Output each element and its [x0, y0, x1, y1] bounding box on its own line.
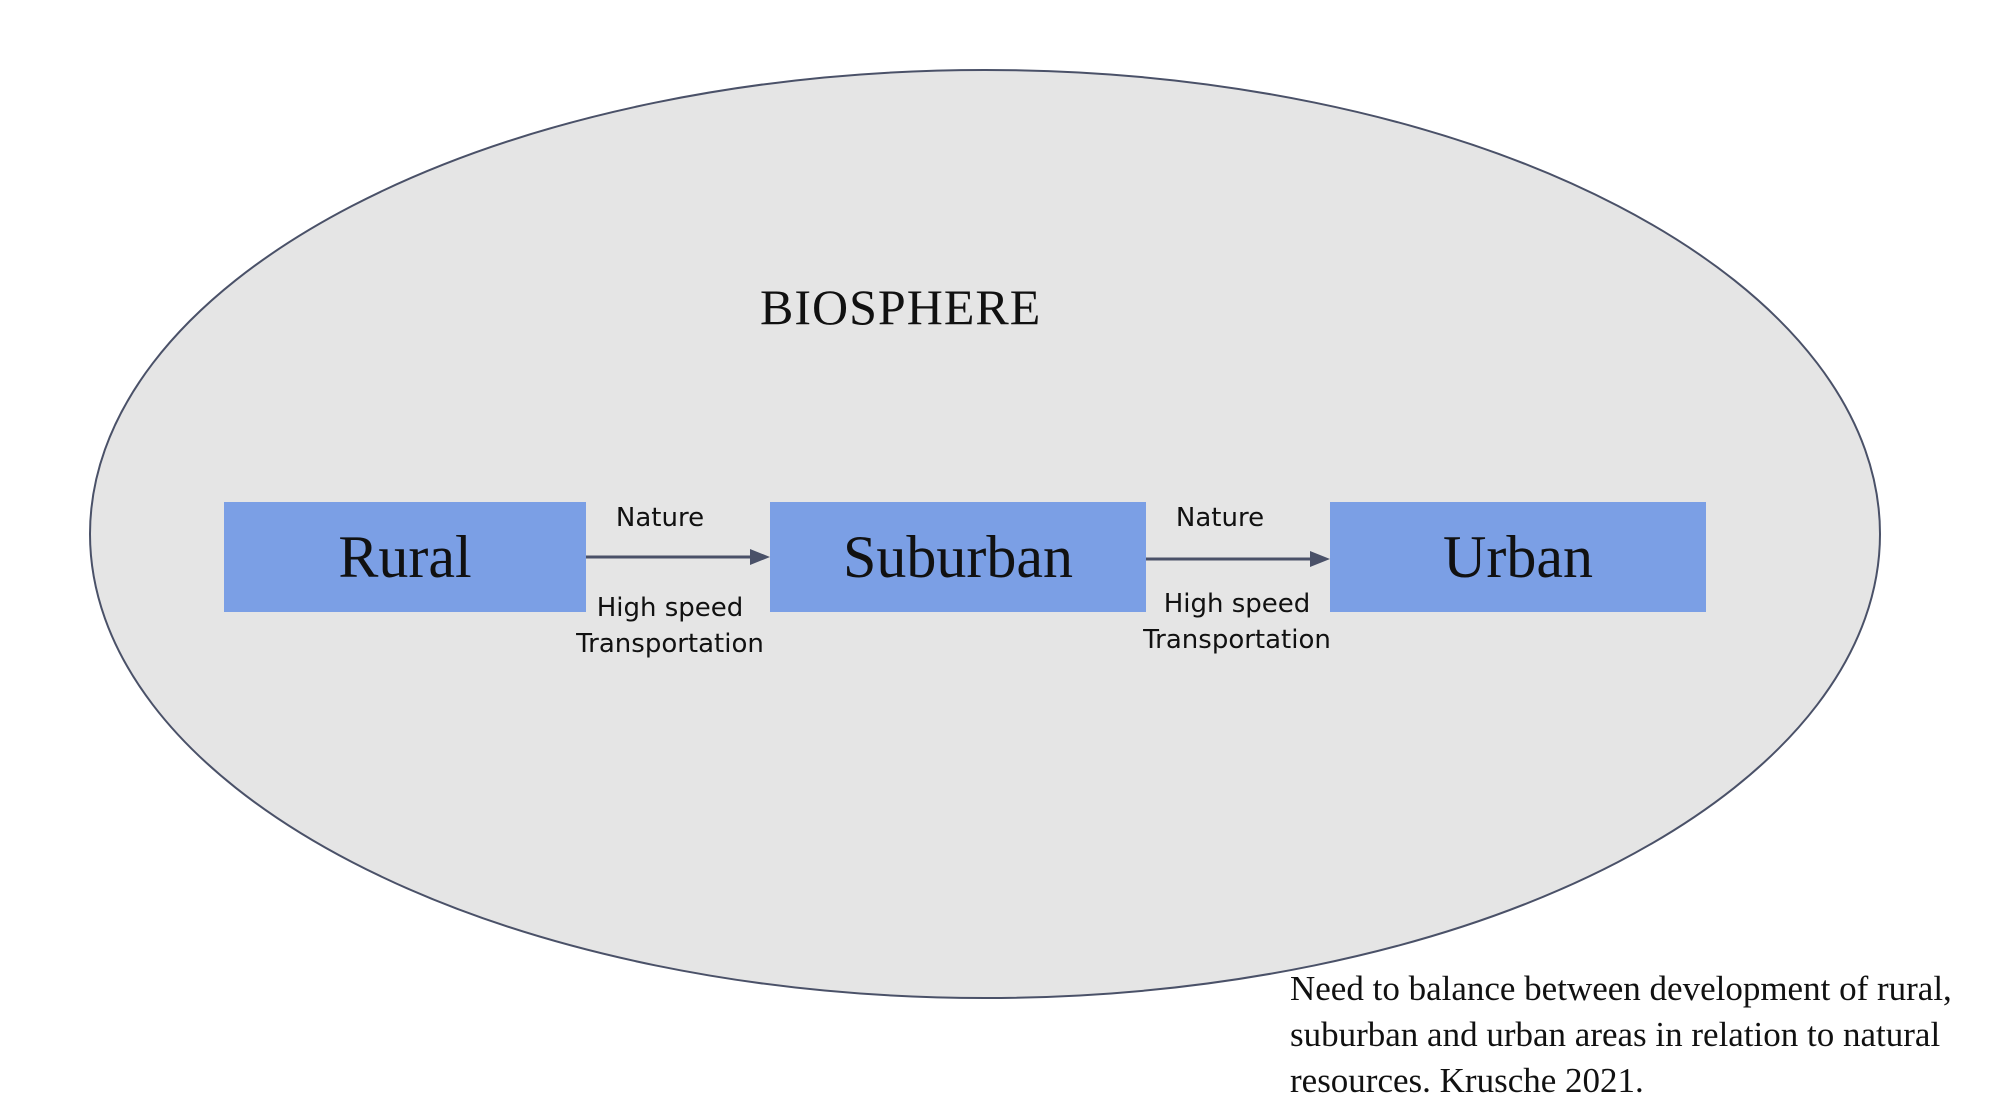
caption-line-3: resources. Krusche 2021.: [1290, 1061, 1644, 1100]
node-suburban: Suburban: [770, 502, 1146, 612]
caption-line-1: Need to balance between development of r…: [1290, 969, 1952, 1008]
biosphere-title: BIOSPHERE: [760, 279, 1042, 335]
edge-rural-suburban-bottom-line2: Transportation: [576, 629, 764, 659]
edge-rural-suburban-bottom-label: High speed Transportation: [560, 590, 780, 662]
edge-suburban-urban-bottom-line2: Transportation: [1143, 625, 1331, 655]
node-urban: Urban: [1330, 502, 1706, 612]
edge-rural-suburban-bottom-line1: High speed: [596, 593, 744, 623]
diagram-caption: Need to balance between development of r…: [1290, 966, 2005, 1104]
node-suburban-label: Suburban: [843, 523, 1073, 590]
arrow-rural-to-suburban: [586, 549, 770, 565]
edge-suburban-urban-bottom-line1: High speed: [1163, 589, 1311, 619]
edge-suburban-urban-top-label: Nature: [1175, 503, 1265, 533]
node-rural-label: Rural: [338, 523, 472, 590]
edge-rural-suburban-top-label: Nature: [615, 503, 705, 533]
caption-line-2: suburban and urban areas in relation to …: [1290, 1015, 1941, 1054]
edge-suburban-urban-bottom-label: High speed Transportation: [1127, 586, 1347, 658]
node-rural: Rural: [224, 502, 586, 612]
arrow-suburban-to-urban: [1146, 551, 1330, 567]
node-urban-label: Urban: [1443, 523, 1593, 590]
